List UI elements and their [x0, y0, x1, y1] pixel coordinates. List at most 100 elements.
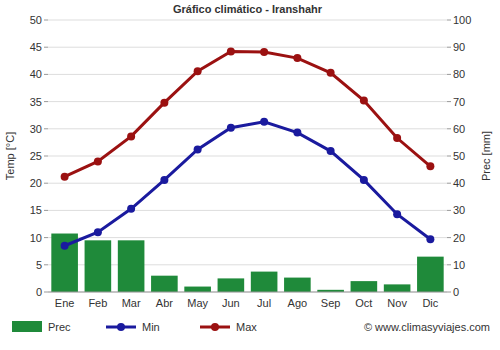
- tick-label: Oct: [355, 297, 372, 309]
- grid-line: [48, 237, 447, 238]
- axis-label: Prec [mm]: [480, 131, 492, 181]
- marker: [194, 145, 202, 153]
- tick-mark: [44, 20, 48, 21]
- marker: [94, 228, 102, 236]
- marker: [293, 129, 301, 137]
- tick-label: Nov: [387, 297, 407, 309]
- bar: [417, 257, 444, 292]
- grid-line: [48, 101, 447, 102]
- tick-label: Dic: [422, 297, 438, 309]
- tick-label: 30: [453, 204, 465, 216]
- tick-mark: [447, 101, 451, 102]
- tick-label: 45: [30, 41, 42, 53]
- legend-swatch: [211, 323, 219, 331]
- tick-mark: [44, 156, 48, 157]
- grid-line: [48, 74, 447, 75]
- bar: [151, 276, 178, 292]
- marker: [160, 176, 168, 184]
- marker: [360, 97, 368, 105]
- tick-label: 10: [453, 259, 465, 271]
- tick-label: 100: [453, 14, 471, 26]
- tick-mark: [44, 183, 48, 184]
- bar: [251, 272, 278, 292]
- annotation: © www.climasyviajes.com: [364, 321, 490, 333]
- marker: [127, 132, 135, 140]
- tick-mark: [44, 264, 48, 265]
- marker: [61, 173, 69, 181]
- tick-label: 40: [30, 68, 42, 80]
- tick-label: Jun: [222, 297, 240, 309]
- bar: [118, 240, 145, 292]
- tick-label: 60: [453, 123, 465, 135]
- tick-label: 0: [453, 286, 459, 298]
- tick-mark: [44, 101, 48, 102]
- bar: [284, 278, 311, 292]
- tick-mark: [447, 292, 451, 293]
- grid-line: [48, 47, 447, 48]
- marker: [127, 205, 135, 213]
- tick-label: Abr: [156, 297, 173, 309]
- tick-label: 10: [30, 232, 42, 244]
- tick-label: 25: [30, 150, 42, 162]
- grid-line: [48, 183, 447, 184]
- marker: [260, 118, 268, 126]
- tick-label: May: [187, 297, 208, 309]
- tick-mark: [44, 210, 48, 211]
- bar: [85, 240, 112, 292]
- tick-mark: [44, 292, 48, 293]
- marker: [227, 124, 235, 132]
- tick-mark: [447, 183, 451, 184]
- grid-line: [48, 292, 447, 293]
- tick-mark: [44, 74, 48, 75]
- marker: [260, 48, 268, 56]
- tick-mark: [44, 237, 48, 238]
- line: [65, 52, 431, 177]
- tick-label: 0: [36, 286, 42, 298]
- marker: [327, 69, 335, 77]
- grid-line: [48, 20, 447, 21]
- marker: [227, 48, 235, 56]
- tick-label: 30: [30, 123, 42, 135]
- tick-label: Ago: [288, 297, 308, 309]
- tick-label: 20: [30, 177, 42, 189]
- marker: [393, 210, 401, 218]
- tick-label: 50: [30, 14, 42, 26]
- chart: Gráfico climático - Iranshahr05101520253…: [0, 0, 500, 350]
- marker: [94, 157, 102, 165]
- tick-mark: [44, 128, 48, 129]
- tick-label: 15: [30, 204, 42, 216]
- bar: [218, 278, 245, 292]
- tick-mark: [447, 20, 451, 21]
- tick-label: Feb: [88, 297, 107, 309]
- tick-mark: [447, 264, 451, 265]
- tick-mark: [447, 156, 451, 157]
- legend-label: Min: [142, 321, 160, 333]
- marker: [360, 176, 368, 184]
- legend-label: Prec: [48, 321, 71, 333]
- marker: [160, 99, 168, 107]
- x-axis: [48, 292, 447, 293]
- legend-label: Max: [236, 321, 257, 333]
- tick-label: 20: [453, 232, 465, 244]
- tick-mark: [44, 47, 48, 48]
- title: Gráfico climático - Iranshahr: [173, 3, 323, 15]
- tick-label: 35: [30, 96, 42, 108]
- tick-mark: [447, 128, 451, 129]
- marker: [293, 54, 301, 62]
- marker: [61, 242, 69, 250]
- marker: [327, 147, 335, 155]
- tick-label: Ene: [55, 297, 75, 309]
- marker: [393, 134, 401, 142]
- legend-swatch: [117, 323, 125, 331]
- tick-label: Sep: [321, 297, 341, 309]
- axis-label: Temp [°C]: [4, 132, 16, 180]
- grid-line: [48, 210, 447, 211]
- tick-mark: [447, 74, 451, 75]
- tick-mark: [447, 210, 451, 211]
- tick-label: 40: [453, 177, 465, 189]
- line: [65, 122, 431, 246]
- tick-label: Jul: [257, 297, 271, 309]
- bar: [184, 287, 211, 292]
- tick-label: 50: [453, 150, 465, 162]
- tick-mark: [447, 237, 451, 238]
